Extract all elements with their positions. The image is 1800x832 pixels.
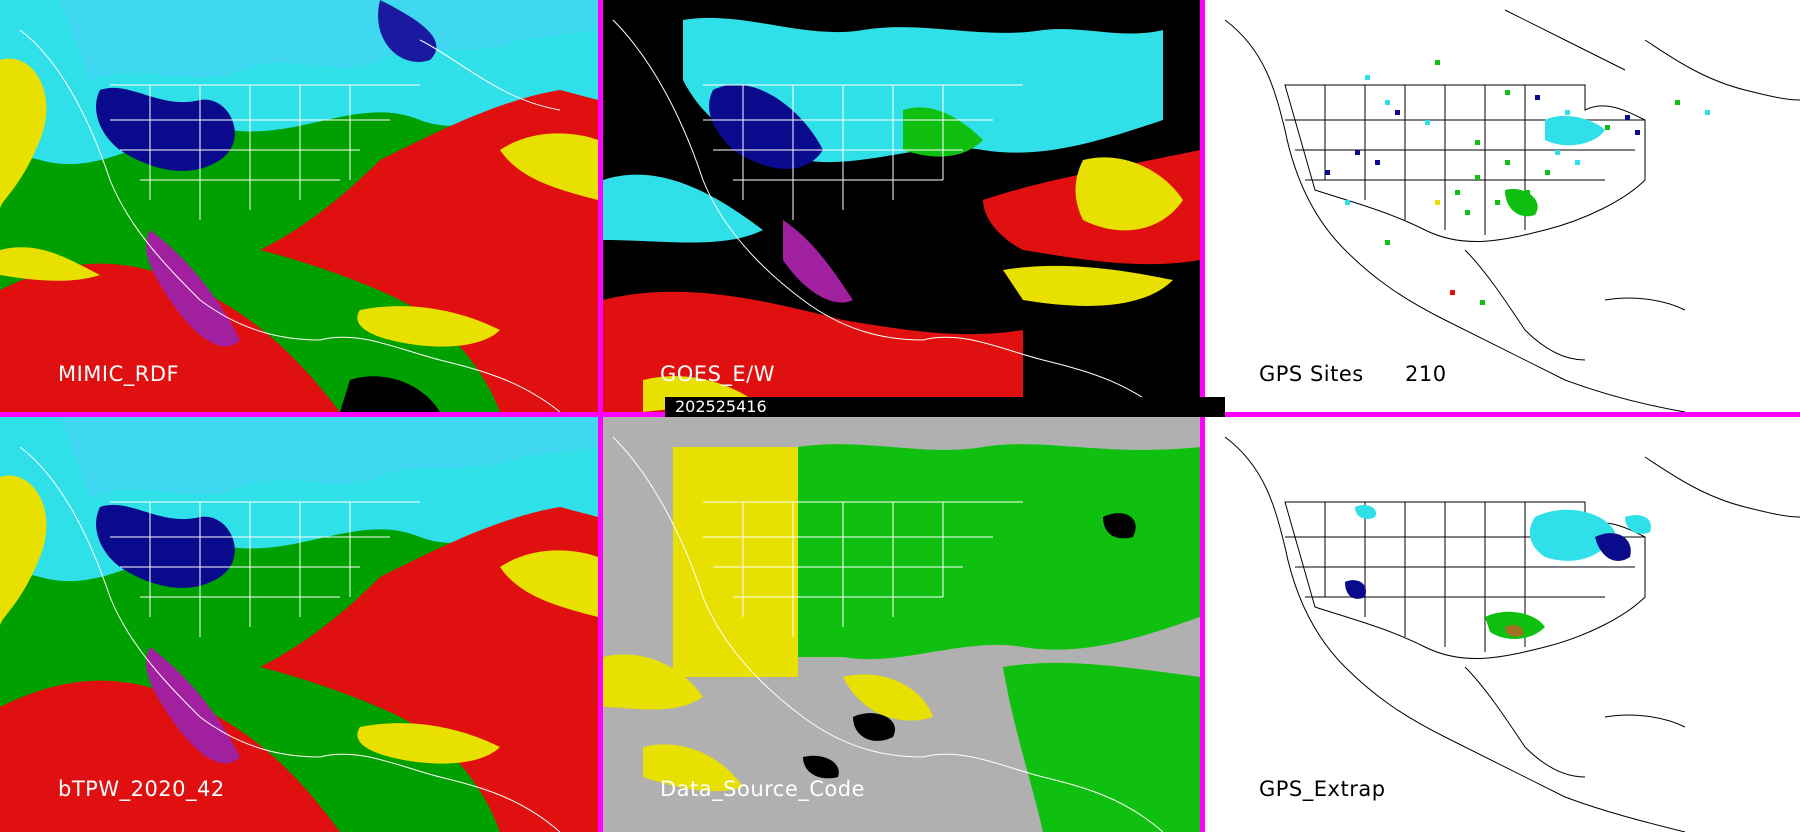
panel-goes-ew[interactable]: GOES_E/W <box>603 0 1200 412</box>
panel-data-source-code[interactable]: Data_Source_Code <box>603 417 1200 832</box>
btpw-field-map <box>0 417 598 832</box>
panel-label: GOES_E/W <box>660 362 776 386</box>
panel-label: GPS_Extrap <box>1259 777 1386 801</box>
panel-label: MIMIC_RDF <box>58 362 180 386</box>
timestamp-bar: 202525416 <box>665 397 1225 417</box>
data-source-map <box>603 417 1200 832</box>
panel-label: bTPW_2020_42 <box>58 777 225 801</box>
gps-extrap-map <box>1205 417 1800 832</box>
panel-btpw[interactable]: bTPW_2020_42 <box>0 417 598 832</box>
panel-gps-extrap[interactable]: GPS_Extrap <box>1205 417 1800 832</box>
goes-tpw-map <box>603 0 1200 412</box>
tpw-field-map <box>0 0 598 412</box>
panel-mimic-rdf[interactable]: MIMIC_RDF <box>0 0 598 412</box>
panel-gps-sites[interactable]: GPS Sites 210 <box>1205 0 1800 412</box>
panel-label: Data_Source_Code <box>660 777 866 801</box>
panel-label: GPS Sites <box>1259 362 1364 386</box>
gps-site-count: 210 <box>1405 362 1447 386</box>
gps-sites-map <box>1205 0 1800 412</box>
